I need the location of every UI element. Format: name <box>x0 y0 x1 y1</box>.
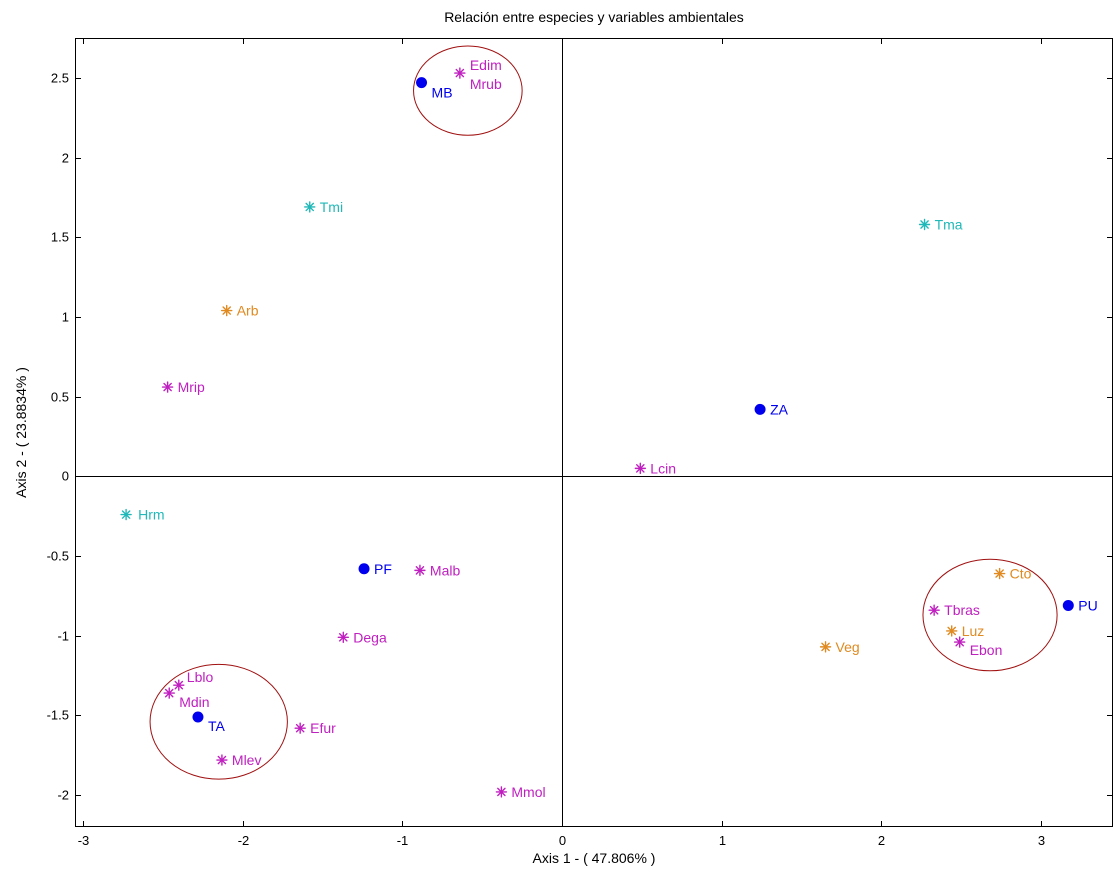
point-label-cto: Cto <box>1010 566 1032 582</box>
star-stroke <box>174 680 184 690</box>
star-stroke <box>497 787 506 797</box>
y-tick-label: -2 <box>57 788 69 803</box>
point-label-mdin: Mdin <box>179 694 209 710</box>
star-stroke <box>947 626 957 636</box>
star-stroke <box>636 464 645 473</box>
highlight-circle-right <box>922 558 1058 672</box>
point-label-pf: PF <box>374 561 392 577</box>
point-ta <box>192 711 204 723</box>
x-tick-label: 0 <box>559 833 566 848</box>
point-label-mmol: Mmol <box>511 784 545 800</box>
point-label-malb: Malb <box>430 562 461 578</box>
point-label-dega: Dega <box>353 629 387 645</box>
y-tick-label: -1 <box>57 629 69 644</box>
y-tick-label: -0.5 <box>47 549 69 564</box>
point-label-lcin: Lcin <box>650 460 676 476</box>
star-stroke <box>121 510 131 519</box>
star-stroke <box>163 382 172 392</box>
x-tick-label: -2 <box>238 833 250 848</box>
point-label-mrip: Mrip <box>178 379 205 395</box>
point-mmol <box>495 786 508 798</box>
point-label-efur: Efur <box>310 720 336 736</box>
x-tick-label: 1 <box>719 833 726 848</box>
highlight-circle-top <box>413 45 523 136</box>
plot-frame <box>75 38 1113 827</box>
point-mrip <box>161 381 174 393</box>
point-label-lblo: Lblo <box>187 669 214 685</box>
point-label-za: ZA <box>770 401 789 417</box>
y-tick-label: 0 <box>62 469 69 484</box>
star-stroke <box>821 642 830 652</box>
star-stroke <box>929 605 939 615</box>
point-za <box>754 403 766 415</box>
x-tick-label: 2 <box>878 833 885 848</box>
star-stroke <box>338 633 348 642</box>
point-tma <box>918 218 931 231</box>
star-stroke <box>295 723 305 733</box>
star-stroke <box>164 688 174 698</box>
point-label-luz: Luz <box>962 623 985 639</box>
star-stroke <box>455 68 465 78</box>
point-label-pu: PU <box>1078 597 1097 613</box>
point-mdin <box>163 687 175 699</box>
x-tick-label: -3 <box>78 833 90 848</box>
point-edim <box>454 67 466 79</box>
point-label-arb: Arb <box>237 303 259 319</box>
points: MB Edim Mrub Tmi Tma Arb Mrip ZA Lcin Hrm PF Malb De… <box>120 57 1098 800</box>
star-stroke <box>920 220 929 229</box>
y-tick-label: 1.5 <box>51 230 69 245</box>
point-label-tmi: Tmi <box>320 199 343 215</box>
point-mb <box>416 77 428 89</box>
point-label-ebon: Ebon <box>970 642 1003 658</box>
point-label-hrm: Hrm <box>138 507 164 523</box>
zero-lines <box>75 38 1113 827</box>
star-stroke <box>217 755 227 765</box>
point-label-ta: TA <box>208 718 226 734</box>
point-label-mb: MB <box>432 85 453 101</box>
point-label-veg: Veg <box>836 639 860 655</box>
point-tbras <box>928 604 940 616</box>
highlight-circle-left <box>149 663 288 780</box>
chart-title: Relación entre especies y variables ambi… <box>444 9 744 25</box>
x-tick-label: -1 <box>397 833 409 848</box>
y-tick-label: 2.5 <box>51 71 69 86</box>
point-label-tbras: Tbras <box>944 602 980 618</box>
point-malb <box>414 564 426 577</box>
point-label-mrub: Mrub <box>470 76 502 92</box>
point-cto <box>993 567 1006 580</box>
point-efur <box>294 722 306 734</box>
point-pf <box>358 563 370 575</box>
point-arb <box>221 304 233 317</box>
point-label-mlev: Mlev <box>232 752 262 768</box>
y-tick-label: 1 <box>62 310 69 325</box>
star-stroke <box>415 566 425 575</box>
highlight-circles <box>149 45 1058 780</box>
point-pu <box>1062 599 1074 611</box>
y-axis-title: Axis 2 - ( 23.8834% ) <box>13 367 29 498</box>
y-tick-label: 0.5 <box>51 390 69 405</box>
x-tick-label: 3 <box>1038 833 1045 848</box>
y-tick-label: 2 <box>62 151 69 166</box>
point-label-edim: Edim <box>470 57 502 73</box>
point-veg <box>819 641 832 653</box>
point-luz <box>946 625 958 637</box>
star-stroke <box>995 569 1004 578</box>
point-tmi <box>304 201 316 213</box>
point-lcin <box>634 462 647 475</box>
point-ebon <box>953 636 966 648</box>
point-mlev <box>216 754 228 766</box>
x-axis-title: Axis 1 - ( 47.806% ) <box>533 850 656 866</box>
point-label-tma: Tma <box>935 216 963 232</box>
star-stroke <box>955 637 964 647</box>
star-stroke <box>222 306 232 315</box>
point-hrm <box>120 508 132 521</box>
ticks: -3 -2 -1 0 1 2 3 -2 -1.5 -1 -0.5 0 0.5 1 1.5 2 2.5 <box>47 38 1113 848</box>
star-stroke <box>305 202 315 212</box>
point-dega <box>337 631 349 644</box>
y-tick-label: -1.5 <box>47 708 69 723</box>
point-lblo <box>173 679 185 691</box>
